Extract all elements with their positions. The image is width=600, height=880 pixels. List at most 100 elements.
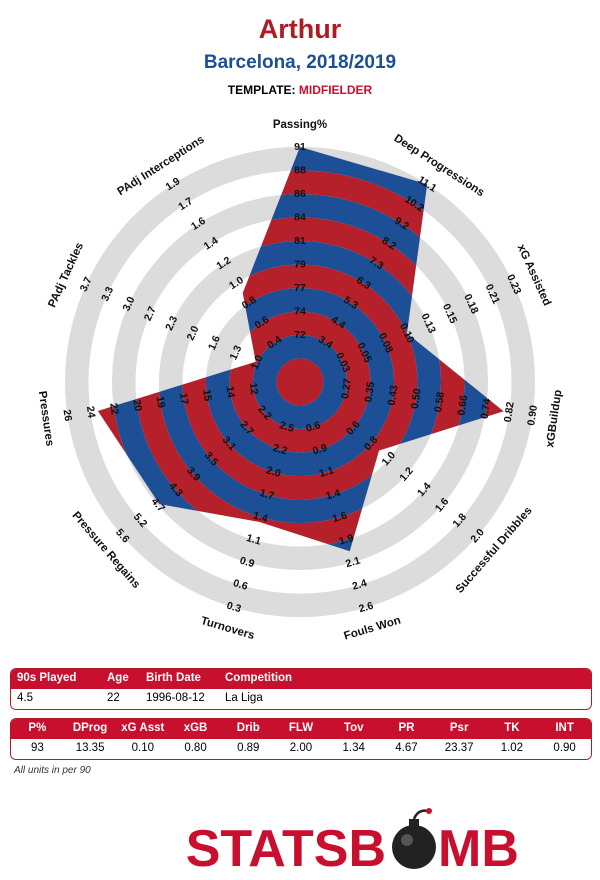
stats-header-cell: FLW — [288, 722, 314, 734]
tick-label: 0.3 — [225, 600, 243, 616]
tick-label: 86 — [294, 188, 306, 200]
tick-label: 0.27 — [339, 378, 354, 400]
tick-label: 2.7 — [142, 304, 159, 322]
tick-label: 91 — [294, 141, 306, 153]
tick-label: 1.6 — [206, 334, 223, 352]
tick-label: 0.82 — [502, 401, 517, 423]
tick-label: 1.1 — [245, 532, 263, 548]
logo-text-left: STATSB — [186, 820, 386, 875]
stats-header-cell: xGB — [183, 722, 208, 734]
template-label: TEMPLATE: MIDFIELDER — [0, 83, 600, 97]
tick-label: 17 — [177, 392, 191, 405]
tick-label: 0.9 — [238, 555, 256, 571]
tick-label: 0.50 — [409, 388, 424, 410]
tick-label: 2.3 — [163, 314, 180, 332]
tick-label: 0.6 — [232, 577, 250, 593]
tick-label: 20 — [130, 399, 144, 412]
tick-label: 3.7 — [78, 275, 95, 293]
stats-table-header: P% DProg xG Asst xGB Drib FLW Tov PR Psr TK INT — [11, 719, 591, 739]
stats-header-cell: Tov — [343, 722, 364, 734]
tick-label: 74 — [294, 306, 306, 318]
tick-label: 2.2 — [271, 442, 289, 458]
team-season: Barcelona, 2018/2019 — [203, 52, 397, 73]
radar-band — [276, 358, 324, 406]
stats-header-cell: PR — [398, 722, 415, 734]
statsbomb-logo: STATSB MB — [186, 808, 519, 875]
tick-label: 1.3 — [227, 343, 244, 361]
tick-label: 0.66 — [455, 394, 470, 416]
units-footnote: All units in per 90 — [14, 765, 91, 776]
tick-label: 14 — [223, 385, 237, 398]
tick-label: 2.1 — [344, 555, 362, 571]
stats-header-cell: INT — [555, 722, 574, 734]
tick-label: 22 — [107, 402, 121, 415]
tick-label: 1.7 — [258, 487, 276, 503]
info-header-90s: 90s Played — [17, 672, 77, 684]
tick-label: 81 — [294, 235, 306, 247]
template-prefix: TEMPLATE: — [227, 83, 296, 97]
radar-outline — [97, 146, 505, 552]
tick-label: 0.35 — [362, 381, 377, 403]
tick-label: 0.9 — [311, 442, 329, 458]
template-value: MIDFIELDER — [298, 83, 373, 97]
stats-value-cell: 93 — [30, 742, 44, 754]
info-table-row: 4.5 22 1996-08-12 La Liga — [11, 689, 591, 709]
stats-header-cell: Psr — [449, 722, 469, 734]
tick-label: 3.3 — [99, 285, 116, 303]
stats-header-cell: TK — [504, 722, 520, 734]
tick-label: 2.5 — [278, 419, 296, 435]
bomb-icon — [392, 808, 436, 869]
info-value-birth-date: 1996-08-12 — [146, 692, 205, 704]
tick-label: 72 — [294, 329, 306, 341]
info-value-competition: La Liga — [225, 692, 263, 704]
radar-chart: 727477798184868891Passing%3.44.45.36.37.… — [36, 119, 565, 643]
axis-label: Fouls Won — [343, 615, 403, 643]
stats-value-cell: 13.35 — [75, 742, 105, 754]
axis-label: Turnovers — [199, 615, 256, 642]
stats-value-cell: 0.10 — [131, 742, 154, 754]
stats-value-cell: 0.80 — [184, 742, 207, 754]
axis-label: xG Assisted — [515, 243, 553, 308]
stats-header-cell: xG Asst — [121, 722, 165, 734]
info-header-competition: Competition — [225, 672, 293, 684]
info-header-age: Age — [107, 672, 129, 684]
stats-header-cell: Drib — [236, 722, 260, 734]
player-name: Arthur — [258, 14, 342, 44]
axis-label: xGBuildup — [544, 389, 564, 448]
stats-value-cell: 1.34 — [342, 742, 365, 754]
stats-value-cell: 0.89 — [237, 742, 260, 754]
tick-label: 0.90 — [525, 404, 540, 426]
tick-label: 77 — [294, 282, 306, 294]
stats-header-cell: P% — [28, 722, 47, 734]
radar-band — [229, 311, 371, 453]
tick-label: 2.6 — [357, 600, 375, 616]
stats-value-cell: 23.37 — [444, 742, 474, 754]
tick-label: 0.43 — [386, 384, 401, 406]
tick-label: 1.4 — [252, 509, 270, 525]
tick-label: 19 — [154, 395, 168, 408]
tick-label: 79 — [294, 259, 306, 271]
tick-label: 2.0 — [185, 324, 202, 342]
tick-label: 0.6 — [305, 419, 323, 435]
tick-label: 1.9 — [338, 532, 356, 548]
stats-value-cell: 4.67 — [395, 742, 418, 754]
info-table-header: 90s Played Age Birth Date Competition — [11, 669, 591, 689]
info-value-age: 22 — [107, 692, 120, 704]
tick-label: 1.1 — [318, 464, 336, 480]
tick-label: 3.0 — [121, 295, 138, 313]
stats-value-cell: 0.90 — [553, 742, 576, 754]
stats-value-cell: 2.00 — [289, 742, 313, 754]
radar-band — [253, 335, 347, 429]
info-table: 90s Played Age Birth Date Competition 4.… — [10, 668, 592, 710]
stats-table-row: 93 13.35 0.10 0.80 0.89 2.00 1.34 4.67 23.37 1.02… — [11, 739, 591, 759]
info-header-birth-date: Birth Date — [146, 672, 201, 684]
stats-value-cell: 1.02 — [500, 742, 524, 754]
tick-label: 0.74 — [479, 398, 494, 420]
tick-label: 12 — [247, 382, 261, 395]
tick-label: 84 — [294, 212, 306, 224]
tick-label: 2.0 — [265, 464, 283, 480]
info-value-90s: 4.5 — [17, 692, 33, 704]
stats-header-cell: DProg — [72, 722, 108, 734]
axis-label: Pressures — [36, 390, 56, 447]
tick-label: 1.4 — [324, 487, 342, 503]
